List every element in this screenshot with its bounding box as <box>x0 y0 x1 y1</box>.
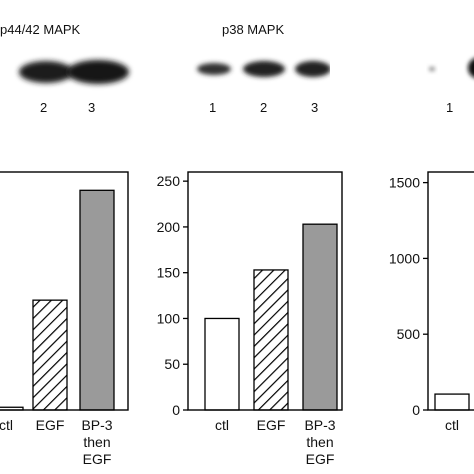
y-tick-label: 500 <box>397 326 421 342</box>
bar-bp-3-then-egf <box>302 223 338 411</box>
lane-label: 3 <box>88 100 96 115</box>
y-tick-label: 0 <box>172 402 180 418</box>
x-tick-label: then <box>306 434 333 450</box>
bar-ctl <box>204 317 240 411</box>
blot-image-p44-42 <box>19 60 129 84</box>
y-tick-label: 150 <box>157 265 181 281</box>
blot-image-p38 <box>197 61 330 77</box>
blot-band <box>295 61 330 77</box>
lane-label: 2 <box>260 100 268 115</box>
blot-band <box>197 63 231 75</box>
plot-frame <box>0 171 129 411</box>
blot-title-p44-42: p44/42 MAPK <box>0 22 81 37</box>
blot-band <box>468 58 474 78</box>
x-tick-label: then <box>83 434 110 450</box>
blot-band <box>19 61 73 83</box>
plot-frame <box>427 171 474 411</box>
x-tick-label: BP-3 <box>81 417 112 433</box>
bar-egf <box>253 269 289 411</box>
x-tick-label: EGF <box>36 417 65 433</box>
x-tick-label: ctl <box>0 417 13 433</box>
bar-ctl <box>434 393 470 411</box>
plot-frame <box>187 171 343 411</box>
x-tick-label: EGF <box>306 451 335 467</box>
blot-image-3 <box>429 58 474 78</box>
lane-label: 3 <box>311 100 319 115</box>
x-tick-label: EGF <box>257 417 286 433</box>
lane-label: 1 <box>209 100 217 115</box>
y-tick-label: 100 <box>157 310 181 326</box>
y-tick-label: 1500 <box>389 175 420 191</box>
y-tick-label: 1000 <box>389 250 420 266</box>
bar-bp-3-then-egf <box>79 189 115 411</box>
y-tick-label: 250 <box>157 173 181 189</box>
bar-egf <box>32 299 68 411</box>
blot-title-p38: p38 MAPK <box>222 22 285 37</box>
blot-band <box>243 61 285 77</box>
y-tick-label: 50 <box>164 356 180 372</box>
lane-label: 1 <box>446 100 454 115</box>
x-tick-label: ctl <box>215 417 229 433</box>
x-tick-label: ctl <box>445 417 459 433</box>
x-tick-label: EGF <box>83 451 112 467</box>
blot-band <box>429 67 435 71</box>
lane-label: 2 <box>40 100 48 115</box>
x-tick-label: BP-3 <box>304 417 335 433</box>
y-tick-label: 200 <box>157 219 181 235</box>
blot-band <box>67 60 129 84</box>
y-tick-label: 0 <box>412 402 420 418</box>
